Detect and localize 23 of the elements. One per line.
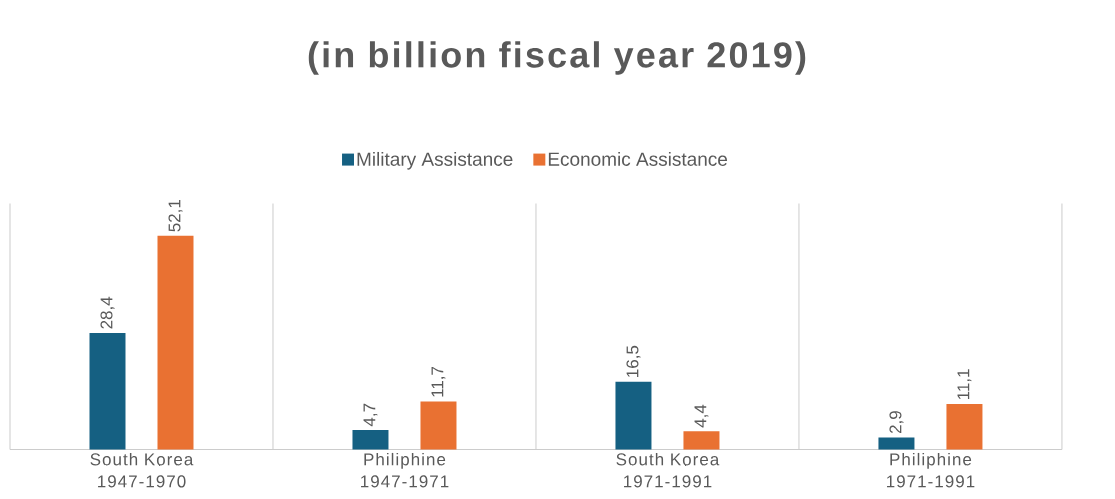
bar [946,403,983,450]
bar [352,430,389,450]
data-label: 16,5 [626,345,641,377]
data-label: 11,7 [431,366,446,397]
data-label: 4,4 [694,404,709,428]
bar [420,401,457,450]
x-tick-label: Philiphine 1971-1991 [887,452,975,488]
x-tick-label: South Korea 1947-1970 [90,452,194,488]
legend-label: Military Assistance [357,151,513,170]
chart-title: (in billion fiscal year 2019) [308,41,806,75]
data-label: 11,1 [957,369,972,400]
data-label: 2,9 [889,411,904,434]
data-label: 52,1 [168,200,183,232]
bar [878,437,915,450]
x-tick-label: Philiphine 1947-1971 [361,452,449,488]
legend-label: Economic Assistance [548,151,728,166]
x-tick-label: South Korea 1971-1991 [616,452,720,488]
bar [683,431,720,450]
bar [615,381,652,450]
bar [157,235,194,450]
data-label: 4,7 [363,403,378,427]
data-label: 28,4 [100,296,115,329]
bar [89,332,126,450]
